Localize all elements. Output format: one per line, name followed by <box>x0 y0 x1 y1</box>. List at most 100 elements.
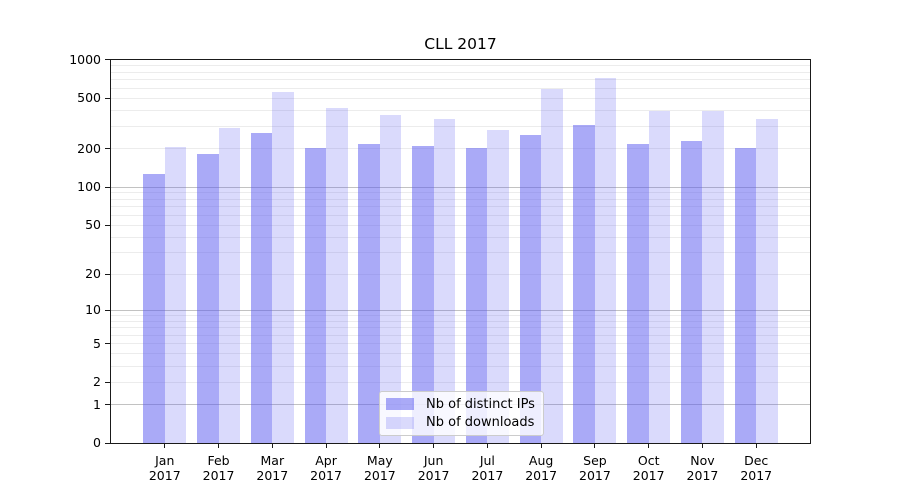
y-tick-label: 10 <box>85 302 101 318</box>
x-tick-mark <box>594 444 596 448</box>
legend-item-distinct-ips: Nb of distinct IPs <box>386 397 535 412</box>
bar-downloads-jan-2017 <box>164 146 187 443</box>
x-tick-label: Jan 2017 <box>148 453 181 483</box>
x-tick-label: Dec 2017 <box>740 453 773 483</box>
legend: Nb of distinct IPs Nb of downloads <box>379 391 544 436</box>
legend-swatch-downloads <box>386 416 414 429</box>
x-tick-label: Mar 2017 <box>256 453 289 483</box>
bar-distinct-ips-jan-2017 <box>143 173 165 443</box>
x-tick-label: May 2017 <box>363 453 396 483</box>
legend-label-downloads: Nb of downloads <box>426 415 535 431</box>
gridline-minor <box>111 252 810 254</box>
gridline-minor <box>111 214 810 216</box>
bar-downloads-mar-2017 <box>272 92 294 443</box>
x-tick-mark <box>540 444 542 448</box>
y-tick-label: 0 <box>93 435 101 450</box>
y-tick-mark <box>105 186 110 188</box>
gridline-minor <box>111 110 810 112</box>
plot-area <box>105 59 811 444</box>
bar-distinct-ips-may-2017 <box>358 143 380 443</box>
gridline-minor <box>111 327 810 329</box>
gridline-minor <box>111 206 810 208</box>
bar-distinct-ips-jun-2017 <box>412 145 434 443</box>
y-tick-mark <box>105 273 110 275</box>
gridline-major <box>111 186 810 188</box>
y-tick-label: 1000 <box>69 51 101 67</box>
gridline-minor <box>111 381 810 383</box>
x-tick-mark <box>486 444 488 448</box>
x-tick-mark <box>755 444 757 448</box>
x-tick-mark <box>325 444 327 448</box>
gridline-major <box>111 309 810 311</box>
bar-distinct-ips-apr-2017 <box>304 148 327 443</box>
y-tick-label: 5 <box>93 335 101 351</box>
x-tick-label: Sep 2017 <box>579 453 611 483</box>
y-tick-mark <box>105 148 110 150</box>
chart-title: CLL 2017 <box>424 35 497 53</box>
x-tick-label: Aug 2017 <box>525 453 558 483</box>
gridline-minor <box>111 236 810 238</box>
bar-downloads-feb-2017 <box>218 128 241 443</box>
gridline-minor <box>111 87 810 89</box>
x-tick-mark <box>271 444 273 448</box>
gridline-minor <box>111 365 810 367</box>
gridline-minor <box>111 343 810 345</box>
bar-distinct-ips-jul-2017 <box>465 148 488 443</box>
bar-distinct-ips-nov-2017 <box>680 140 703 443</box>
bar-distinct-ips-aug-2017 <box>519 135 542 443</box>
legend-swatch-distinct-ips <box>386 398 414 411</box>
gridline-minor <box>111 126 810 128</box>
gridline-minor <box>111 71 810 73</box>
y-tick-mark <box>105 309 110 311</box>
bar-downloads-oct-2017 <box>648 110 671 443</box>
bar-downloads-jun-2017 <box>433 118 456 443</box>
y-tick-label: 500 <box>77 90 101 106</box>
gridline-minor <box>111 198 810 200</box>
bar-distinct-ips-oct-2017 <box>627 144 649 443</box>
gridline-minor <box>111 334 810 336</box>
gridline-minor <box>111 192 810 194</box>
x-tick-label: Jul 2017 <box>471 453 504 483</box>
y-tick-label: 2 <box>93 374 101 390</box>
bar-downloads-nov-2017 <box>702 110 724 443</box>
gridline-minor <box>111 273 810 275</box>
bar-downloads-jul-2017 <box>487 130 509 443</box>
y-tick-label: 1 <box>93 396 101 412</box>
bar-distinct-ips-sep-2017 <box>573 124 595 443</box>
gridline-minor <box>111 148 810 150</box>
gridline-minor <box>111 320 810 322</box>
y-tick-mark <box>105 224 110 226</box>
y-tick-mark <box>105 59 110 61</box>
y-tick-label: 20 <box>85 266 101 282</box>
bar-downloads-aug-2017 <box>541 88 563 443</box>
gridline-minor <box>111 314 810 316</box>
x-tick-label: Jun 2017 <box>417 453 450 483</box>
bar-distinct-ips-feb-2017 <box>197 154 219 443</box>
bar-downloads-apr-2017 <box>326 107 348 443</box>
y-tick-mark <box>105 381 110 383</box>
x-tick-label: Apr 2017 <box>310 453 342 483</box>
gridline-minor <box>111 353 810 355</box>
bar-distinct-ips-dec-2017 <box>734 148 757 443</box>
x-tick-label: Nov 2017 <box>686 453 719 483</box>
gridline-minor <box>111 65 810 67</box>
gridline-minor <box>111 97 810 99</box>
y-tick-mark <box>105 97 110 99</box>
x-tick-mark <box>433 444 435 448</box>
x-tick-mark <box>379 444 381 448</box>
bar-downloads-may-2017 <box>379 114 402 443</box>
y-tick-mark <box>105 404 110 406</box>
legend-label-distinct-ips: Nb of distinct IPs <box>426 396 535 412</box>
gridline-minor <box>111 79 810 81</box>
x-tick-mark <box>648 444 650 448</box>
x-tick-mark <box>164 444 166 448</box>
x-tick-label: Oct 2017 <box>632 453 665 483</box>
y-tick-mark <box>105 442 110 444</box>
y-tick-label: 200 <box>77 140 101 156</box>
y-tick-label: 100 <box>77 179 101 195</box>
gridline-major <box>111 59 810 61</box>
bar-downloads-dec-2017 <box>756 118 778 443</box>
x-tick-label: Feb 2017 <box>202 453 235 483</box>
gridline-minor <box>111 224 810 226</box>
